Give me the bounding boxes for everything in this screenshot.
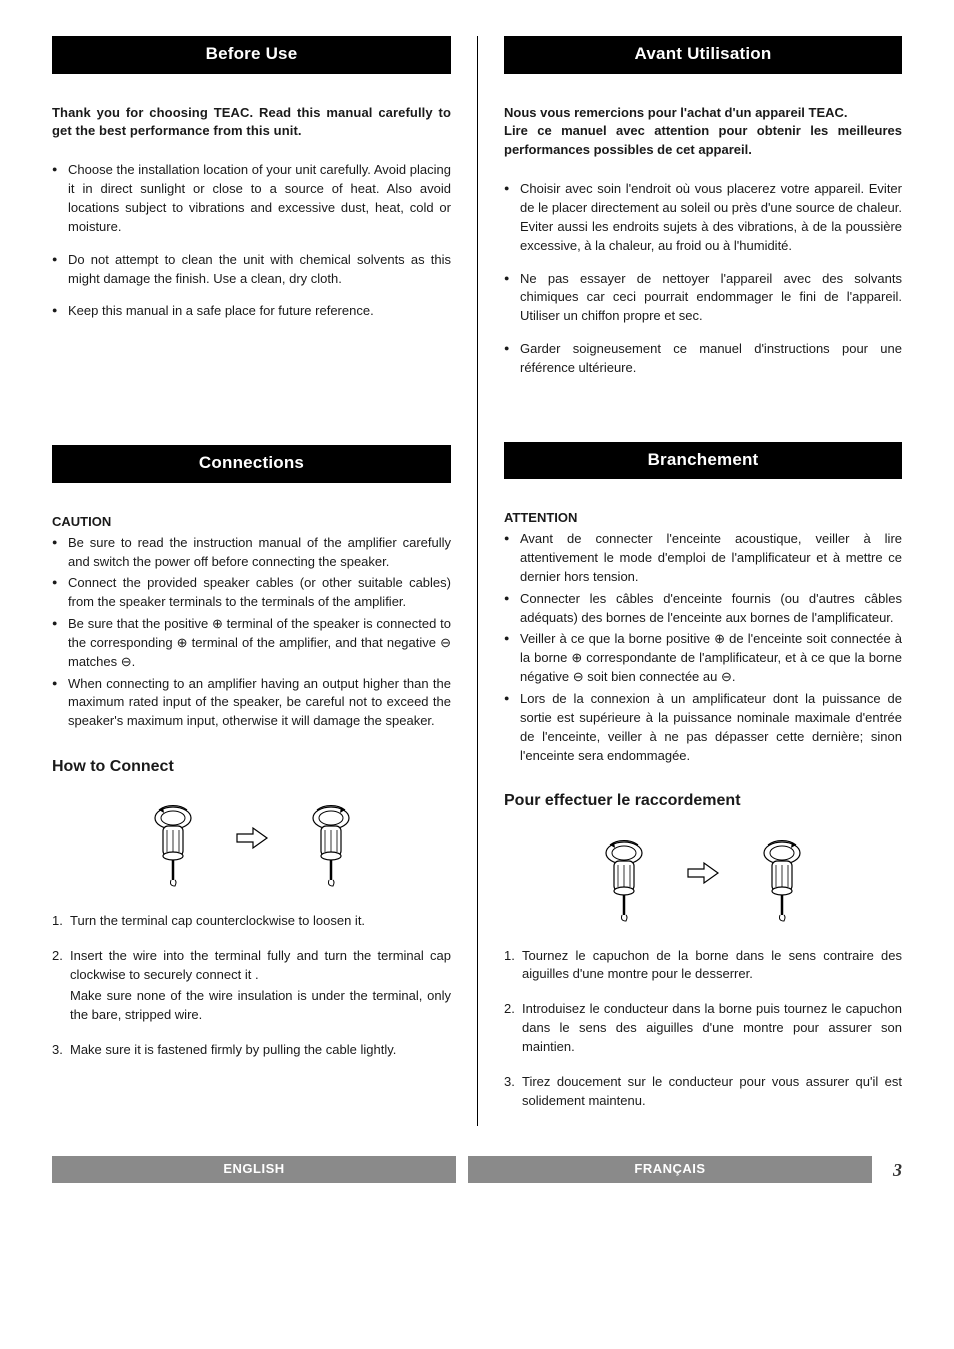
before-use-bullets-fr: Choisir avec soin l'endroit où vous plac…	[504, 180, 902, 378]
connection-diagram-fr	[504, 823, 902, 923]
step-text: Turn the terminal cap counterclockwise t…	[70, 913, 365, 928]
list-item: Choisir avec soin l'endroit où vous plac…	[504, 180, 902, 255]
header-before-use: Before Use	[52, 36, 451, 74]
arrow-right-icon	[235, 822, 269, 854]
howto-steps-fr: Tournez le capuchon de la borne dans le …	[504, 947, 902, 1111]
page-footer: ENGLISH FRANÇAIS 3	[52, 1156, 902, 1183]
spacer	[504, 392, 902, 442]
step-item: Insert the wire into the terminal fully …	[52, 947, 451, 1024]
connection-diagram-en	[52, 788, 451, 888]
step-item: Make sure it is fastened firmly by pulli…	[52, 1041, 451, 1060]
step-text: Insert the wire into the terminal fully …	[70, 948, 451, 982]
caution-bullets-fr: Avant de connecter l'enceinte acoustique…	[504, 530, 902, 765]
spacer	[52, 335, 451, 445]
step-item: Tournez le capuchon de la borne dans le …	[504, 947, 902, 985]
list-item: Be sure to read the instruction manual o…	[52, 534, 451, 572]
list-item: Do not attempt to clean the unit with ch…	[52, 251, 451, 289]
list-item: Veiller à ce que la borne positive ⊕ de …	[504, 630, 902, 687]
list-item: When connecting to an amplifier having a…	[52, 675, 451, 732]
header-avant-utilisation: Avant Utilisation	[504, 36, 902, 74]
list-item: Choose the installation location of your…	[52, 161, 451, 236]
list-item: Keep this manual in a safe place for fut…	[52, 302, 451, 321]
terminal-loosen-icon	[584, 823, 664, 923]
terminal-tighten-icon	[742, 823, 822, 923]
step-subtext: Make sure none of the wire insulation is…	[70, 987, 451, 1025]
list-item: Connecter les câbles d'enceinte fournis …	[504, 590, 902, 628]
step-item: Tirez doucement sur le conducteur pour v…	[504, 1073, 902, 1111]
caution-bullets-en: Be sure to read the instruction manual o…	[52, 534, 451, 731]
step-text: Introduisez le conducteur dans la borne …	[522, 1001, 902, 1054]
list-item: Lors de la connexion à un amplificateur …	[504, 690, 902, 765]
column-english: Before Use Thank you for choosing TEAC. …	[52, 36, 477, 1126]
list-item: Avant de connecter l'enceinte acoustique…	[504, 530, 902, 587]
page-number: 3	[884, 1157, 902, 1183]
howto-heading-en: How to Connect	[52, 755, 451, 778]
terminal-tighten-icon	[291, 788, 371, 888]
footer-lang-english: ENGLISH	[52, 1156, 456, 1183]
caution-label-en: CAUTION	[52, 513, 451, 532]
column-francais: Avant Utilisation Nous vous remercions p…	[477, 36, 902, 1126]
howto-heading-fr: Pour effectuer le raccordement	[504, 789, 902, 812]
attention-label-fr: ATTENTION	[504, 509, 902, 528]
step-item: Introduisez le conducteur dans la borne …	[504, 1000, 902, 1057]
before-use-bullets-en: Choose the installation location of your…	[52, 161, 451, 321]
list-item: Garder soigneusement ce manuel d'instruc…	[504, 340, 902, 378]
howto-steps-en: Turn the terminal cap counterclockwise t…	[52, 912, 451, 1059]
header-branchement: Branchement	[504, 442, 902, 480]
list-item: Connect the provided speaker cables (or …	[52, 574, 451, 612]
page-columns: Before Use Thank you for choosing TEAC. …	[52, 36, 902, 1126]
step-text: Tirez doucement sur le conducteur pour v…	[522, 1074, 902, 1108]
footer-lang-francais: FRANÇAIS	[468, 1156, 872, 1183]
list-item: Be sure that the positive ⊕ terminal of …	[52, 615, 451, 672]
step-text: Make sure it is fastened firmly by pulli…	[70, 1042, 396, 1057]
intro-francais: Nous vous remercions pour l'achat d'un a…	[504, 104, 902, 161]
arrow-right-icon	[686, 857, 720, 889]
step-item: Turn the terminal cap counterclockwise t…	[52, 912, 451, 931]
terminal-loosen-icon	[133, 788, 213, 888]
list-item: Ne pas essayer de nettoyer l'appareil av…	[504, 270, 902, 327]
step-text: Tournez le capuchon de la borne dans le …	[522, 948, 902, 982]
intro-english: Thank you for choosing TEAC. Read this m…	[52, 104, 451, 142]
header-connections: Connections	[52, 445, 451, 483]
